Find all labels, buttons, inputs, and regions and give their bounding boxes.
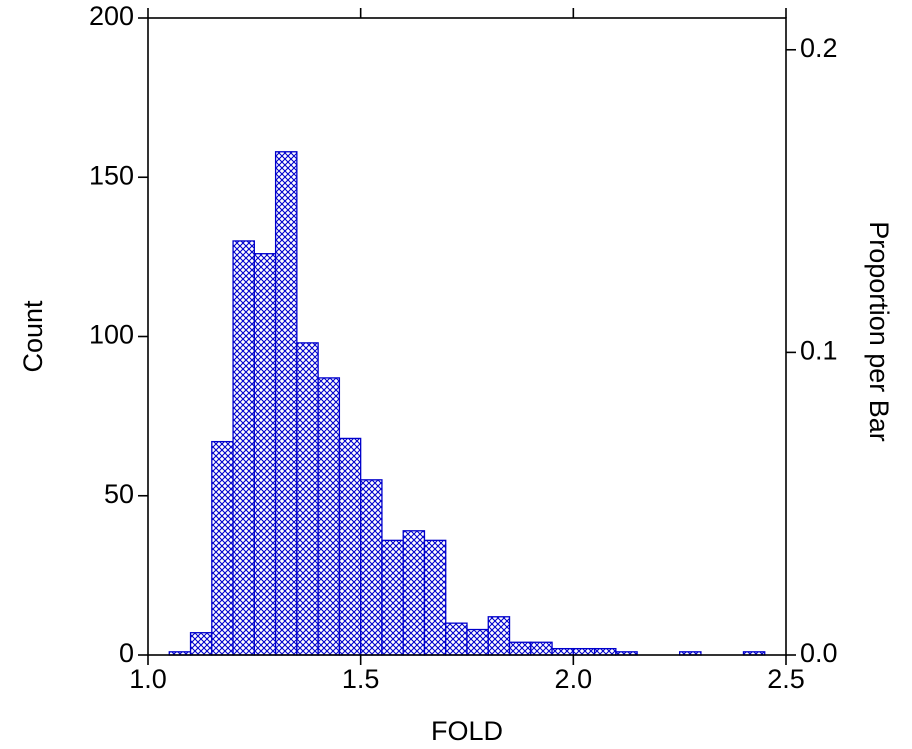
histogram-bar bbox=[423, 539, 447, 656]
x-tick-label: 1.0 bbox=[129, 664, 167, 694]
histogram-bar bbox=[253, 253, 277, 656]
histogram-bar bbox=[274, 151, 298, 656]
ticks-group bbox=[138, 8, 796, 665]
x-axis-label: FOLD bbox=[431, 716, 503, 746]
y-tick-label: 150 bbox=[89, 160, 134, 190]
x-tick-label: 2.0 bbox=[555, 664, 593, 694]
y-right-tick-label: 0.0 bbox=[800, 638, 838, 668]
histogram-bar bbox=[232, 240, 255, 656]
y-right-tick-label: 0.2 bbox=[800, 33, 838, 63]
histogram-bar bbox=[317, 377, 341, 656]
bars-group bbox=[168, 151, 766, 656]
tick-labels-group: 0 50 100 150 200 0.0 0.1 0.2 1.0 1.5 2.0 2.5 bbox=[89, 1, 838, 694]
histogram-bar bbox=[551, 647, 574, 656]
y-tick-label: 0 bbox=[119, 638, 134, 668]
x-tick-label: 1.5 bbox=[342, 664, 380, 694]
histogram-bar bbox=[508, 641, 532, 656]
y-tick-label: 50 bbox=[104, 479, 134, 509]
y-tick-label: 100 bbox=[89, 320, 134, 350]
y-right-tick-label: 0.1 bbox=[800, 336, 838, 366]
histogram-bar bbox=[572, 647, 596, 656]
y-axis-label-right: Proportion per Bar bbox=[864, 221, 894, 442]
x-tick-label: 2.5 bbox=[767, 664, 805, 694]
histogram-bar bbox=[402, 530, 426, 656]
y-tick-label: 200 bbox=[89, 1, 134, 31]
histogram-bar bbox=[360, 479, 383, 656]
histogram-bar bbox=[189, 632, 213, 656]
histogram-bar bbox=[381, 539, 404, 656]
histogram-bar bbox=[296, 342, 319, 656]
histogram-bar bbox=[487, 616, 511, 656]
histogram-bar bbox=[211, 440, 234, 656]
histogram-bar bbox=[338, 437, 362, 656]
histogram-bar bbox=[466, 628, 489, 656]
histogram-bar bbox=[445, 622, 468, 656]
y-axis-label-left: Count bbox=[18, 300, 48, 373]
histogram-bar bbox=[530, 641, 553, 656]
histogram-bar bbox=[593, 647, 617, 656]
